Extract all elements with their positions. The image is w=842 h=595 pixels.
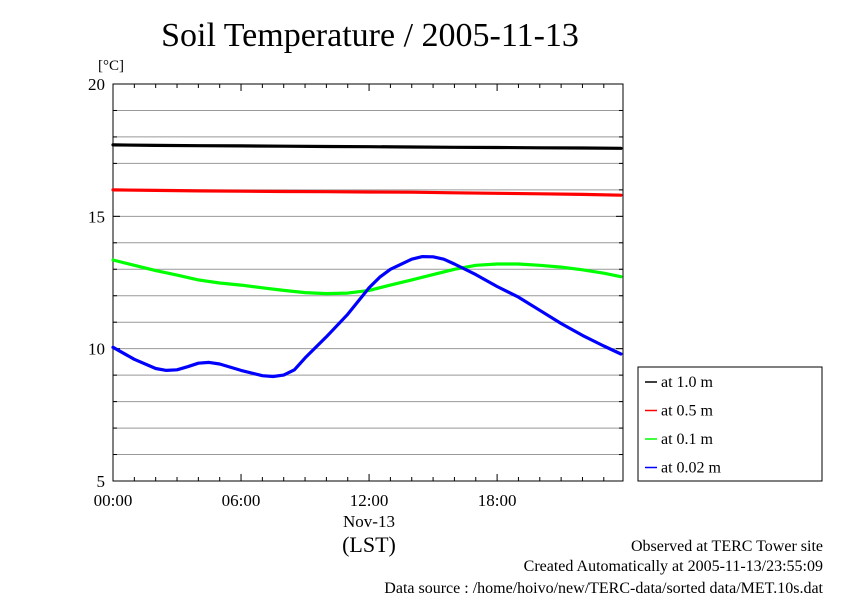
x-tick-label: 06:00 bbox=[222, 491, 261, 510]
footer-created: Created Automatically at 2005-11-13/23:5… bbox=[524, 558, 823, 575]
x-tick-label: 00:00 bbox=[94, 491, 133, 510]
axis-ticks bbox=[113, 83, 623, 482]
series-line-0 bbox=[111, 143, 623, 150]
y-tick-label: 15 bbox=[88, 207, 105, 226]
legend-label: at 0.02 m bbox=[661, 460, 722, 477]
x-tick-label: 18:00 bbox=[478, 491, 517, 510]
y-tick-label: 5 bbox=[97, 472, 106, 491]
x-tick-label: 12:00 bbox=[350, 491, 389, 510]
legend-box bbox=[637, 366, 823, 482]
legend-label: at 0.1 m bbox=[661, 431, 714, 448]
y-tick-labels: 5 10 15 20 bbox=[88, 75, 105, 491]
y-axis-label: [°C] bbox=[98, 58, 124, 74]
y-tick-label: 10 bbox=[88, 340, 105, 359]
grid-lines bbox=[113, 109, 623, 456]
chart-title: Soil Temperature / 2005-11-13 bbox=[161, 17, 579, 54]
date-label: Nov-13 bbox=[343, 512, 395, 531]
footer-observed: Observed at TERC Tower site bbox=[631, 538, 823, 555]
legend: at 1.0 m at 0.5 m at 0.1 m at 0.02 m bbox=[637, 366, 823, 482]
series-line-3 bbox=[111, 255, 623, 379]
x-axis-label: (LST) bbox=[342, 532, 396, 557]
legend-label: at 1.0 m bbox=[661, 374, 714, 391]
series-lines bbox=[111, 143, 623, 379]
y-tick-label: 20 bbox=[88, 75, 105, 94]
x-tick-labels: 00:00 06:00 12:00 18:00 bbox=[94, 491, 517, 510]
series-line-1 bbox=[111, 188, 623, 197]
plot-frame bbox=[112, 83, 624, 482]
series-line-2 bbox=[111, 258, 623, 296]
footer-source: Data source : /home/hoivo/new/TERC-data/… bbox=[384, 580, 823, 595]
legend-label: at 0.5 m bbox=[661, 403, 714, 420]
